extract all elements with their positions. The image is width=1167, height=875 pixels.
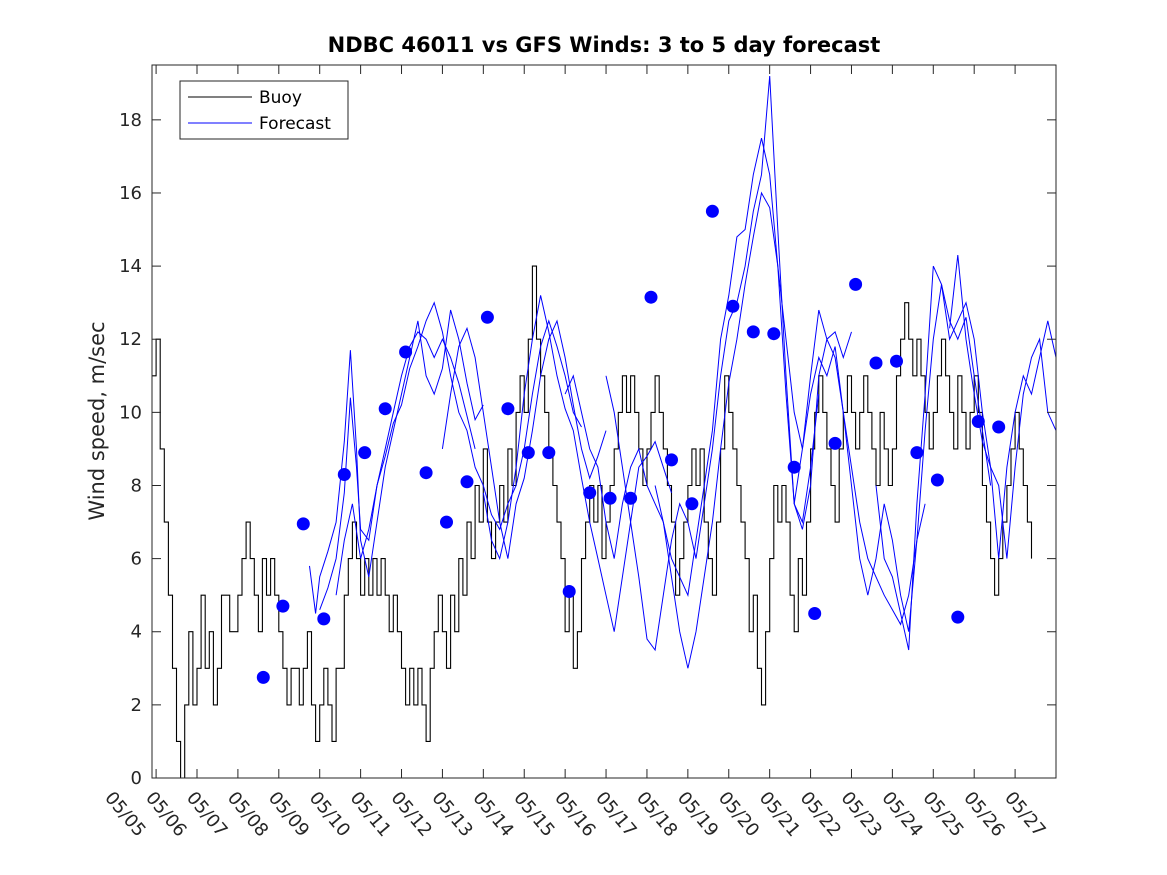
data-layer: [152, 75, 1057, 779]
forecast-marker-27: [787, 460, 801, 474]
x-tick-label: 05/22: [796, 788, 845, 841]
forecast-marker-26: [767, 327, 781, 341]
axes-frame: [151, 64, 1057, 779]
forecast-marker-4: [317, 612, 331, 626]
forecast-line-4: [441, 319, 607, 559]
y-tick-label: 18: [119, 110, 142, 131]
legend-forecast-label: Forecast: [259, 114, 331, 134]
x-tick-label: 05/07: [182, 788, 231, 841]
y-tick-label: 4: [131, 622, 142, 643]
x-tick-label: 05/14: [468, 788, 517, 841]
x-tick-label: 05/26: [959, 788, 1008, 841]
y-tick-label: 14: [119, 256, 142, 277]
x-tick-label: 05/17: [591, 788, 640, 841]
forecast-marker-25: [746, 325, 760, 339]
forecast-marker-1: [256, 670, 270, 684]
forecast-line-11: [949, 255, 1057, 559]
forecast-marker-10: [440, 515, 453, 529]
forecast-marker-15: [542, 446, 556, 460]
x-tick-label: 05/13: [427, 788, 476, 841]
forecast-marker-33: [910, 446, 924, 460]
forecast-marker-9: [419, 466, 433, 480]
x-tick-label: 05/06: [141, 788, 190, 841]
forecast-line-7: [605, 75, 852, 652]
forecast-marker-32: [890, 354, 903, 368]
y-tick-label: 12: [119, 329, 142, 350]
forecast-marker-7: [378, 402, 392, 416]
forecast-marker-17: [583, 486, 597, 500]
x-tick-label: 05/09: [264, 788, 313, 841]
forecast-marker-37: [992, 420, 1006, 434]
y-tick-label: 10: [119, 402, 142, 423]
forecast-marker-5: [337, 468, 351, 481]
forecast-marker-22: [685, 497, 699, 511]
x-tick-label: 05/24: [877, 788, 926, 841]
x-tick-label: 05/12: [387, 788, 436, 841]
forecast-marker-23: [705, 204, 719, 218]
x-tick-label: 05/08: [223, 788, 272, 841]
forecast-marker-13: [501, 402, 515, 416]
forecast-marker-16: [562, 585, 576, 598]
y-axis-label: Wind speed, m/sec: [85, 321, 109, 520]
x-tick-label: 05/15: [509, 788, 558, 841]
forecast-marker-8: [399, 345, 413, 359]
forecast-marker-24: [726, 299, 740, 313]
forecast-marker-14: [521, 446, 535, 460]
forecast-line-5: [482, 295, 672, 632]
forecast-line-2: [319, 331, 476, 610]
legend: Buoy Forecast: [179, 80, 349, 140]
x-tick-label: 05/20: [714, 788, 763, 841]
y-tick-label: 6: [131, 549, 142, 570]
forecast-marker-31: [869, 356, 883, 370]
legend-buoy-label: Buoy: [259, 88, 302, 108]
buoy-series-line: [152, 265, 1033, 779]
x-tick-label: 05/11: [346, 788, 395, 841]
forecast-marker-35: [951, 610, 965, 624]
x-tick-label: 05/21: [755, 788, 804, 841]
x-tick-label: 05/05: [100, 788, 149, 841]
x-tick-label: 05/25: [918, 788, 967, 841]
forecast-marker-28: [808, 607, 822, 620]
forecast-line-3: [335, 301, 582, 596]
x-tick-label: 05/27: [1000, 788, 1049, 841]
forecast-marker-36: [971, 415, 985, 428]
forecast-marker-18: [603, 491, 617, 505]
forecast-marker-29: [828, 436, 842, 450]
forecast-marker-20: [644, 290, 658, 304]
forecast-marker-11: [460, 475, 474, 489]
x-tick-label: 05/16: [550, 788, 599, 841]
plot-area: [152, 65, 1056, 778]
y-tick-label: 16: [119, 183, 142, 204]
forecast-line-1: [309, 309, 484, 614]
y-tick-label: 0: [131, 768, 142, 789]
forecast-marker-34: [930, 473, 944, 487]
forecast-marker-19: [624, 491, 638, 505]
forecast-marker-12: [480, 310, 494, 324]
y-tick-label: 2: [131, 695, 142, 716]
forecast-line-8: [654, 191, 926, 669]
forecast-line-9: [793, 284, 992, 632]
chart-title: NDBC 46011 vs GFS Winds: 3 to 5 day fore…: [328, 33, 881, 57]
x-tick-label: 05/10: [305, 788, 354, 841]
legend-box: [179, 80, 349, 140]
forecast-marker-21: [665, 453, 678, 467]
y-tick-label: 8: [131, 475, 142, 496]
x-tick-label: 05/23: [837, 788, 886, 841]
x-tick-label: 05/18: [632, 788, 681, 841]
x-tick-label: 05/19: [673, 788, 722, 841]
forecast-marker-30: [849, 277, 863, 291]
forecast-marker-6: [358, 446, 372, 460]
forecast-marker-2: [276, 599, 290, 613]
forecast-marker-3: [296, 517, 310, 531]
forecast-line-6: [564, 137, 820, 597]
